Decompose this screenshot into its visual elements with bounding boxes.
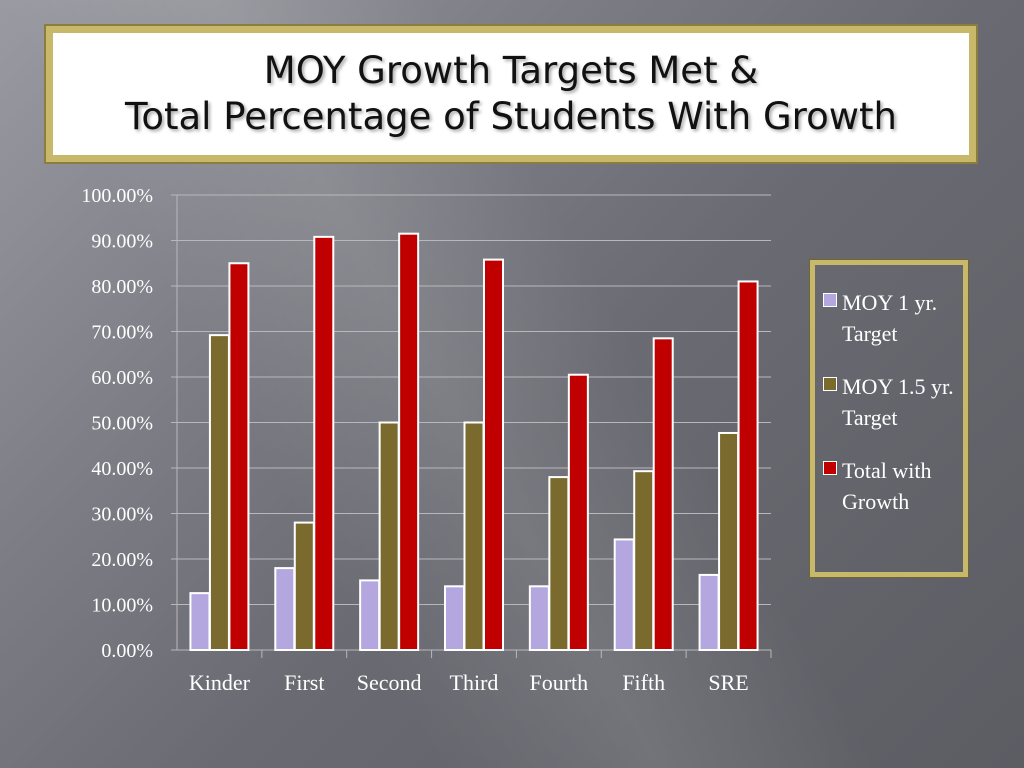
y-tick-label: 80.00%: [91, 276, 153, 298]
y-tick-label: 0.00%: [101, 640, 153, 662]
bar: [528, 585, 550, 651]
bar: [613, 538, 635, 651]
y-tick-label: 100.00%: [81, 185, 153, 207]
legend-label-total-growth: Total with Growth: [842, 458, 932, 514]
x-tick-label: Second: [357, 670, 422, 695]
legend-item-moy-1-5yr: MOY 1.5 yr. Target: [823, 371, 963, 433]
y-tick-label: 70.00%: [91, 322, 153, 344]
legend-item-total-growth: Total with Growth: [823, 455, 963, 517]
legend-swatch-total-growth: [823, 461, 837, 475]
title-line-1: MOY Growth Targets Met &: [263, 49, 759, 92]
bar: [313, 235, 335, 652]
bar: [359, 579, 381, 652]
title-line-2: Total Percentage of Students With Growth: [125, 95, 897, 138]
bar: [274, 567, 296, 651]
bar: [208, 334, 230, 651]
title-box: MOY Growth Targets Met & Total Percentag…: [46, 26, 976, 162]
bar: [293, 521, 315, 651]
y-tick-label: 40.00%: [91, 458, 153, 480]
bar: [189, 592, 211, 651]
legend-swatch-moy-1-5yr: [823, 377, 837, 391]
bar: [483, 258, 504, 651]
bar: [444, 585, 465, 651]
bar: [548, 476, 570, 651]
x-tick-label: SRE: [708, 670, 748, 695]
legend-label-moy-1yr: MOY 1 yr. Target: [842, 290, 938, 346]
y-tick-label: 30.00%: [91, 504, 153, 526]
bar: [378, 421, 400, 651]
bar: [698, 573, 720, 651]
y-tick-label: 50.00%: [91, 413, 153, 435]
x-tick-label: Kinder: [189, 670, 251, 695]
legend-label-moy-1-5yr: MOY 1.5 yr. Target: [842, 374, 954, 430]
legend-swatch-moy-1yr: [823, 293, 837, 307]
y-tick-label: 20.00%: [91, 549, 153, 571]
y-tick-label: 10.00%: [91, 595, 153, 617]
bar: [228, 262, 250, 651]
x-tick-label: Fifth: [622, 670, 665, 695]
bar: [718, 431, 740, 651]
bar: [463, 421, 485, 651]
x-tick-label: Fourth: [530, 670, 589, 695]
bar: [737, 280, 759, 651]
bar: [567, 373, 589, 651]
x-tick-label: First: [284, 670, 324, 695]
y-tick-label: 90.00%: [91, 231, 153, 253]
legend-item-moy-1yr: MOY 1 yr. Target: [823, 287, 963, 349]
bar: [633, 470, 655, 651]
y-tick-label: 60.00%: [91, 367, 153, 389]
x-tick-label: Third: [450, 670, 499, 695]
bar: [398, 232, 420, 652]
bar: [652, 337, 674, 651]
chart-legend: MOY 1 yr. Target MOY 1.5 yr. Target Tota…: [810, 260, 968, 577]
